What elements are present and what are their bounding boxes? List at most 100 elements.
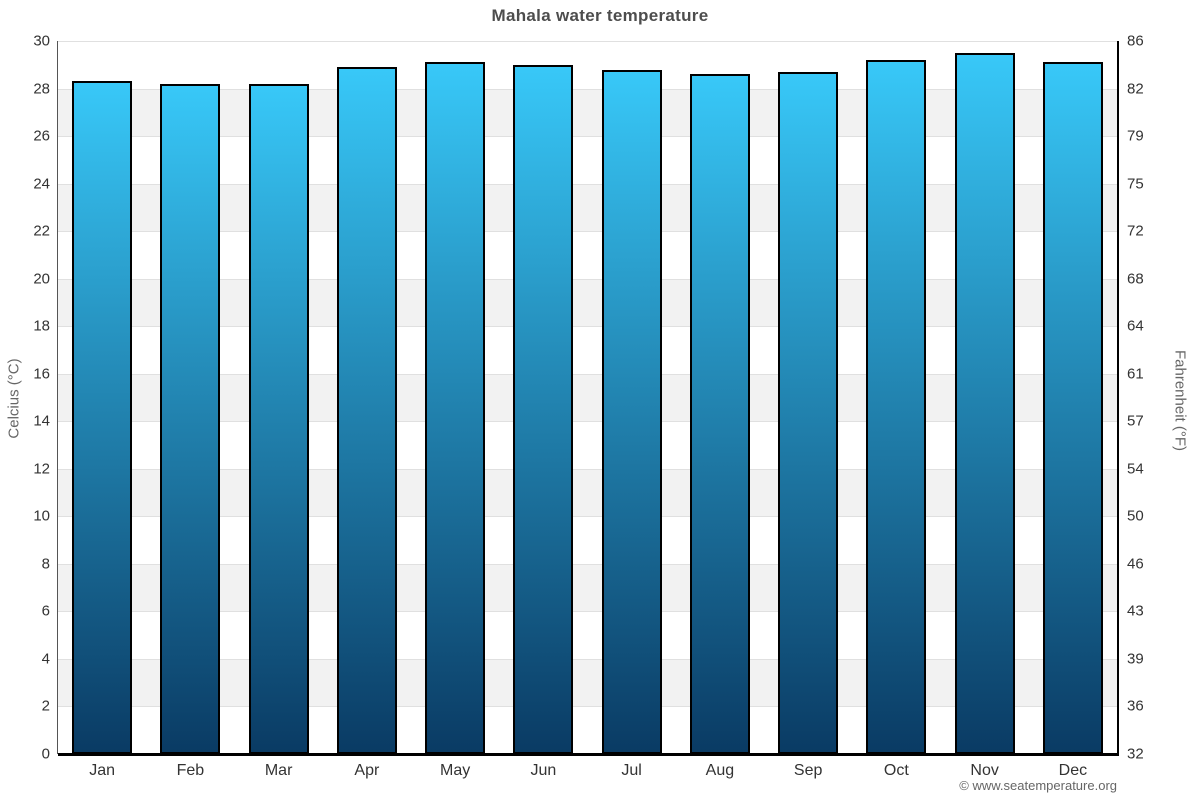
bar-jul: [601, 69, 662, 754]
bar-feb: [160, 83, 221, 754]
gridline: [58, 611, 1117, 613]
celsius-tick-label: 20: [33, 270, 50, 288]
bar-jun: [513, 64, 574, 754]
celsius-tick-label: 30: [33, 32, 50, 50]
gridline: [58, 183, 1117, 185]
gridline: [58, 88, 1117, 90]
celsius-tick: 10: [2, 508, 50, 525]
fahrenheit-tick-label: 54: [1127, 460, 1144, 478]
celsius-tick-label: 6: [41, 602, 50, 620]
bar-dec: [1042, 62, 1103, 754]
fahrenheit-tick-label: 72: [1127, 222, 1144, 240]
bar-mar: [248, 83, 309, 754]
fahrenheit-axis-title: Fahrenheit (°F): [1171, 349, 1189, 452]
month-label-apr: Apr: [354, 762, 380, 779]
bar-nov: [954, 52, 1015, 754]
fahrenheit-tick-label: 50: [1127, 507, 1144, 525]
plot-band: [58, 183, 1117, 232]
fahrenheit-tick-label: 32: [1127, 745, 1144, 763]
gridline: [58, 563, 1117, 565]
celsius-tick: 28: [2, 80, 50, 97]
celsius-tick: 24: [2, 175, 50, 192]
bar-apr: [336, 67, 397, 754]
month-label-may: May: [440, 762, 471, 779]
right-axis-line: [1117, 41, 1119, 754]
month-label-jan: Jan: [89, 762, 116, 779]
celsius-tick-label: 24: [33, 175, 50, 193]
plot-band: [58, 468, 1117, 517]
celsius-tick: 18: [2, 318, 50, 335]
bottom-axis-line: [58, 753, 1119, 756]
gridline: [58, 421, 1117, 423]
left-axis-line: [57, 41, 58, 754]
plot-band: [58, 88, 1117, 137]
month-label-dec: Dec: [1058, 762, 1088, 779]
celsius-tick-label: 0: [41, 745, 50, 763]
celsius-axis-title: Celcius (°C): [5, 358, 23, 439]
celsius-tick: 8: [2, 555, 50, 572]
celsius-tick-label: 8: [41, 555, 50, 573]
celsius-tick: 12: [2, 460, 50, 477]
plot-band: [58, 563, 1117, 612]
gridline: [58, 136, 1117, 138]
plot-band: [58, 278, 1117, 327]
fahrenheit-tick-label: 43: [1127, 602, 1144, 620]
copyright-footer: © www.seatemperature.org: [959, 778, 1117, 793]
celsius-tick: 30: [2, 33, 50, 50]
celsius-tick-label: 4: [41, 650, 50, 668]
gridline: [58, 468, 1117, 470]
fahrenheit-tick-label: 82: [1127, 80, 1144, 98]
fahrenheit-tick-label: 75: [1127, 175, 1144, 193]
celsius-tick: 14: [2, 413, 50, 430]
bar-may: [425, 62, 486, 754]
gridline: [58, 373, 1117, 375]
gridline: [58, 278, 1117, 280]
gridline: [58, 326, 1117, 328]
bar-jan: [72, 81, 133, 754]
gridline: [58, 706, 1117, 708]
gridline: [58, 516, 1117, 518]
bar-sep: [778, 71, 839, 754]
month-label-jul: Jul: [621, 762, 642, 779]
gridline: [58, 231, 1117, 233]
celsius-tick-label: 2: [41, 697, 50, 715]
chart-title: Mahala water temperature: [491, 6, 709, 25]
bar-aug: [689, 74, 750, 754]
bar-oct: [866, 60, 927, 754]
month-label-jun: Jun: [530, 762, 557, 779]
celsius-tick-label: 16: [33, 365, 50, 383]
fahrenheit-tick-label: 68: [1127, 270, 1144, 288]
fahrenheit-tick-label: 64: [1127, 317, 1144, 335]
month-label-sep: Sep: [793, 762, 823, 779]
fahrenheit-tick-label: 36: [1127, 697, 1144, 715]
celsius-tick: 22: [2, 223, 50, 240]
celsius-tick-label: 14: [33, 412, 50, 430]
fahrenheit-tick-label: 39: [1127, 650, 1144, 668]
celsius-tick: 16: [2, 365, 50, 382]
plot-band: [58, 658, 1117, 707]
celsius-tick-label: 18: [33, 317, 50, 335]
celsius-tick-label: 26: [33, 127, 50, 145]
month-label-mar: Mar: [264, 762, 293, 779]
celsius-tick-label: 10: [33, 507, 50, 525]
plot-band: [58, 373, 1117, 422]
celsius-tick: 6: [2, 603, 50, 620]
fahrenheit-tick-label: 57: [1127, 412, 1144, 430]
fahrenheit-tick-label: 86: [1127, 32, 1144, 50]
plot-area: [58, 41, 1117, 754]
celsius-tick-label: 12: [33, 460, 50, 478]
gridline: [58, 41, 1117, 42]
month-label-feb: Feb: [176, 762, 205, 779]
celsius-tick: 0: [2, 746, 50, 763]
month-label-oct: Oct: [883, 762, 909, 779]
celsius-tick: 20: [2, 270, 50, 287]
fahrenheit-tick-label: 46: [1127, 555, 1144, 573]
celsius-tick: 26: [2, 128, 50, 145]
fahrenheit-tick-label: 61: [1127, 365, 1144, 383]
month-label-nov: Nov: [970, 762, 999, 779]
celsius-tick: 4: [2, 650, 50, 667]
celsius-tick-label: 28: [33, 80, 50, 98]
celsius-tick-label: 22: [33, 222, 50, 240]
celsius-tick: 2: [2, 698, 50, 715]
